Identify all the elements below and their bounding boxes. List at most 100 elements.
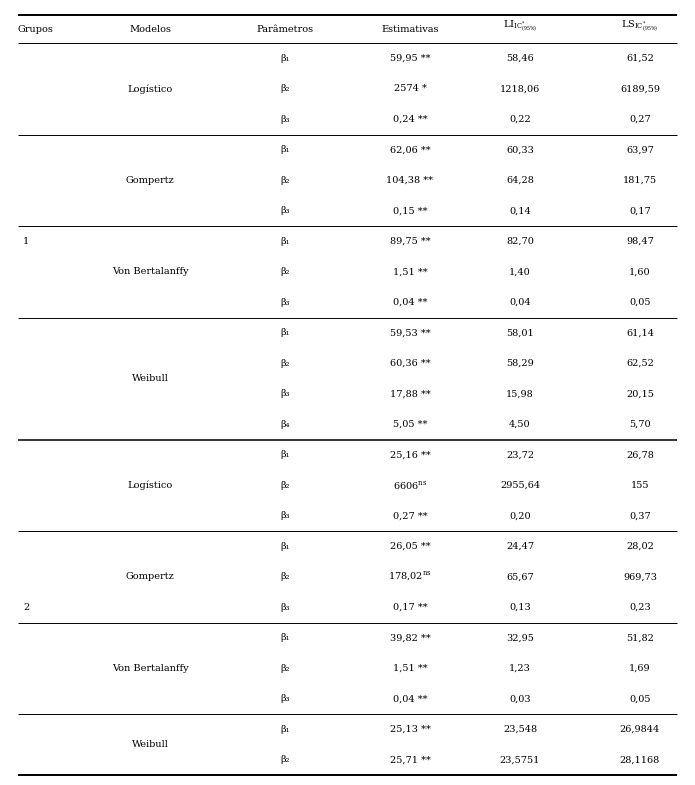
Text: 28,1168: 28,1168	[620, 755, 660, 765]
Text: β₂: β₂	[280, 755, 290, 765]
Text: β₃: β₃	[280, 298, 290, 307]
Text: 59,53 **: 59,53 **	[390, 328, 430, 338]
Text: 17,88 **: 17,88 **	[390, 389, 430, 398]
Text: 0,17: 0,17	[629, 206, 651, 215]
Text: β₂: β₂	[280, 359, 290, 367]
Text: β₂: β₂	[280, 480, 290, 490]
Text: 39,82 **: 39,82 **	[390, 633, 430, 642]
Text: β₄: β₄	[280, 420, 290, 429]
Text: 0,37: 0,37	[629, 511, 651, 520]
Text: 4,50: 4,50	[509, 420, 531, 429]
Text: β₁: β₁	[280, 145, 290, 154]
Text: 61,52: 61,52	[626, 53, 654, 63]
Text: β₂: β₂	[280, 572, 290, 581]
Text: β₂: β₂	[280, 267, 290, 276]
Text: 26,78: 26,78	[626, 451, 654, 459]
Text: 1,60: 1,60	[629, 267, 651, 276]
Text: 0,04 **: 0,04 **	[393, 694, 427, 703]
Text: Logístico: Logístico	[127, 480, 172, 490]
Text: 23,548: 23,548	[503, 725, 537, 734]
Text: Estimativas: Estimativas	[382, 24, 439, 34]
Text: 20,15: 20,15	[626, 389, 654, 398]
Text: 62,52: 62,52	[626, 359, 654, 367]
Text: 63,97: 63,97	[626, 145, 654, 154]
Text: 0,14: 0,14	[509, 206, 531, 215]
Text: β₁: β₁	[280, 451, 290, 459]
Text: 2955,64: 2955,64	[500, 480, 540, 490]
Text: 181,75: 181,75	[623, 176, 657, 184]
Text: 25,13 **: 25,13 **	[390, 725, 430, 734]
Text: 0,22: 0,22	[509, 115, 531, 124]
Text: 5,70: 5,70	[629, 420, 651, 429]
Text: β₃: β₃	[280, 115, 290, 124]
Text: β₃: β₃	[280, 206, 290, 215]
Text: 6189,59: 6189,59	[620, 84, 660, 93]
Text: 15,98: 15,98	[506, 389, 534, 398]
Text: 1: 1	[23, 237, 29, 246]
Text: 51,82: 51,82	[626, 633, 654, 642]
Text: 98,47: 98,47	[626, 237, 654, 246]
Text: β₁: β₁	[280, 725, 290, 734]
Text: β₁: β₁	[280, 237, 290, 246]
Text: β₂: β₂	[280, 664, 290, 673]
Text: 32,95: 32,95	[506, 633, 534, 642]
Text: 2: 2	[23, 603, 29, 612]
Text: 58,01: 58,01	[506, 328, 534, 338]
Text: 0,20: 0,20	[509, 511, 531, 520]
Text: β₂: β₂	[280, 84, 290, 93]
Text: β₃: β₃	[280, 389, 290, 398]
Text: 1,23: 1,23	[509, 664, 531, 673]
Text: 28,02: 28,02	[626, 542, 654, 551]
Text: 0,23: 0,23	[629, 603, 651, 612]
Text: 0,04 **: 0,04 **	[393, 298, 427, 307]
Text: 61,14: 61,14	[626, 328, 654, 338]
Text: Modelos: Modelos	[129, 24, 171, 34]
Text: 65,67: 65,67	[506, 572, 534, 581]
Text: 0,05: 0,05	[629, 298, 651, 307]
Text: 5,05 **: 5,05 **	[393, 420, 427, 429]
Text: 1,40: 1,40	[509, 267, 531, 276]
Text: 58,46: 58,46	[506, 53, 534, 63]
Text: 0,03: 0,03	[509, 694, 531, 703]
Text: Grupos: Grupos	[18, 24, 54, 34]
Text: 0,27: 0,27	[629, 115, 651, 124]
Text: Von Bertalanffy: Von Bertalanffy	[112, 664, 188, 673]
Text: 26,9844: 26,9844	[620, 725, 660, 734]
Text: 6606$^{\mathregular{ns}}$: 6606$^{\mathregular{ns}}$	[393, 479, 427, 491]
Text: 178,02$^{\mathregular{ns}}$: 178,02$^{\mathregular{ns}}$	[388, 570, 432, 583]
Text: 1,69: 1,69	[629, 664, 651, 673]
Text: β₁: β₁	[280, 53, 290, 63]
Text: Logístico: Logístico	[127, 84, 172, 93]
Text: Parâmetros: Parâmetros	[256, 24, 313, 34]
Text: β₁: β₁	[280, 633, 290, 642]
Text: LI$_{\mathregular{IC}^{*}_{\mathregular{(95\%)}}}$: LI$_{\mathregular{IC}^{*}_{\mathregular{…	[502, 18, 537, 34]
Text: Weibull: Weibull	[131, 374, 168, 383]
Text: 0,15 **: 0,15 **	[393, 206, 427, 215]
Text: 64,28: 64,28	[506, 176, 534, 184]
Text: Gompertz: Gompertz	[126, 176, 174, 184]
Text: 1,51 **: 1,51 **	[393, 664, 427, 673]
Text: 23,5751: 23,5751	[500, 755, 540, 765]
Text: 1218,06: 1218,06	[500, 84, 540, 93]
Text: 0,04: 0,04	[509, 298, 531, 307]
Text: 26,05 **: 26,05 **	[390, 542, 430, 551]
Text: 969,73: 969,73	[623, 572, 657, 581]
Text: 25,71 **: 25,71 **	[390, 755, 430, 765]
Text: 25,16 **: 25,16 **	[390, 451, 430, 459]
Text: 0,05: 0,05	[629, 694, 651, 703]
Text: 62,06 **: 62,06 **	[390, 145, 430, 154]
Text: 0,27 **: 0,27 **	[393, 511, 427, 520]
Text: 24,47: 24,47	[506, 542, 534, 551]
Text: 23,72: 23,72	[506, 451, 534, 459]
Text: Von Bertalanffy: Von Bertalanffy	[112, 267, 188, 276]
Text: 0,13: 0,13	[509, 603, 531, 612]
Text: β₃: β₃	[280, 603, 290, 612]
Text: 89,75 **: 89,75 **	[390, 237, 430, 246]
Text: 0,17 **: 0,17 **	[393, 603, 427, 612]
Text: 59,95 **: 59,95 **	[390, 53, 430, 63]
Text: 1,51 **: 1,51 **	[393, 267, 427, 276]
Text: 155: 155	[631, 480, 649, 490]
Text: β₂: β₂	[280, 176, 290, 184]
Text: 60,33: 60,33	[506, 145, 534, 154]
Text: β₁: β₁	[280, 328, 290, 338]
